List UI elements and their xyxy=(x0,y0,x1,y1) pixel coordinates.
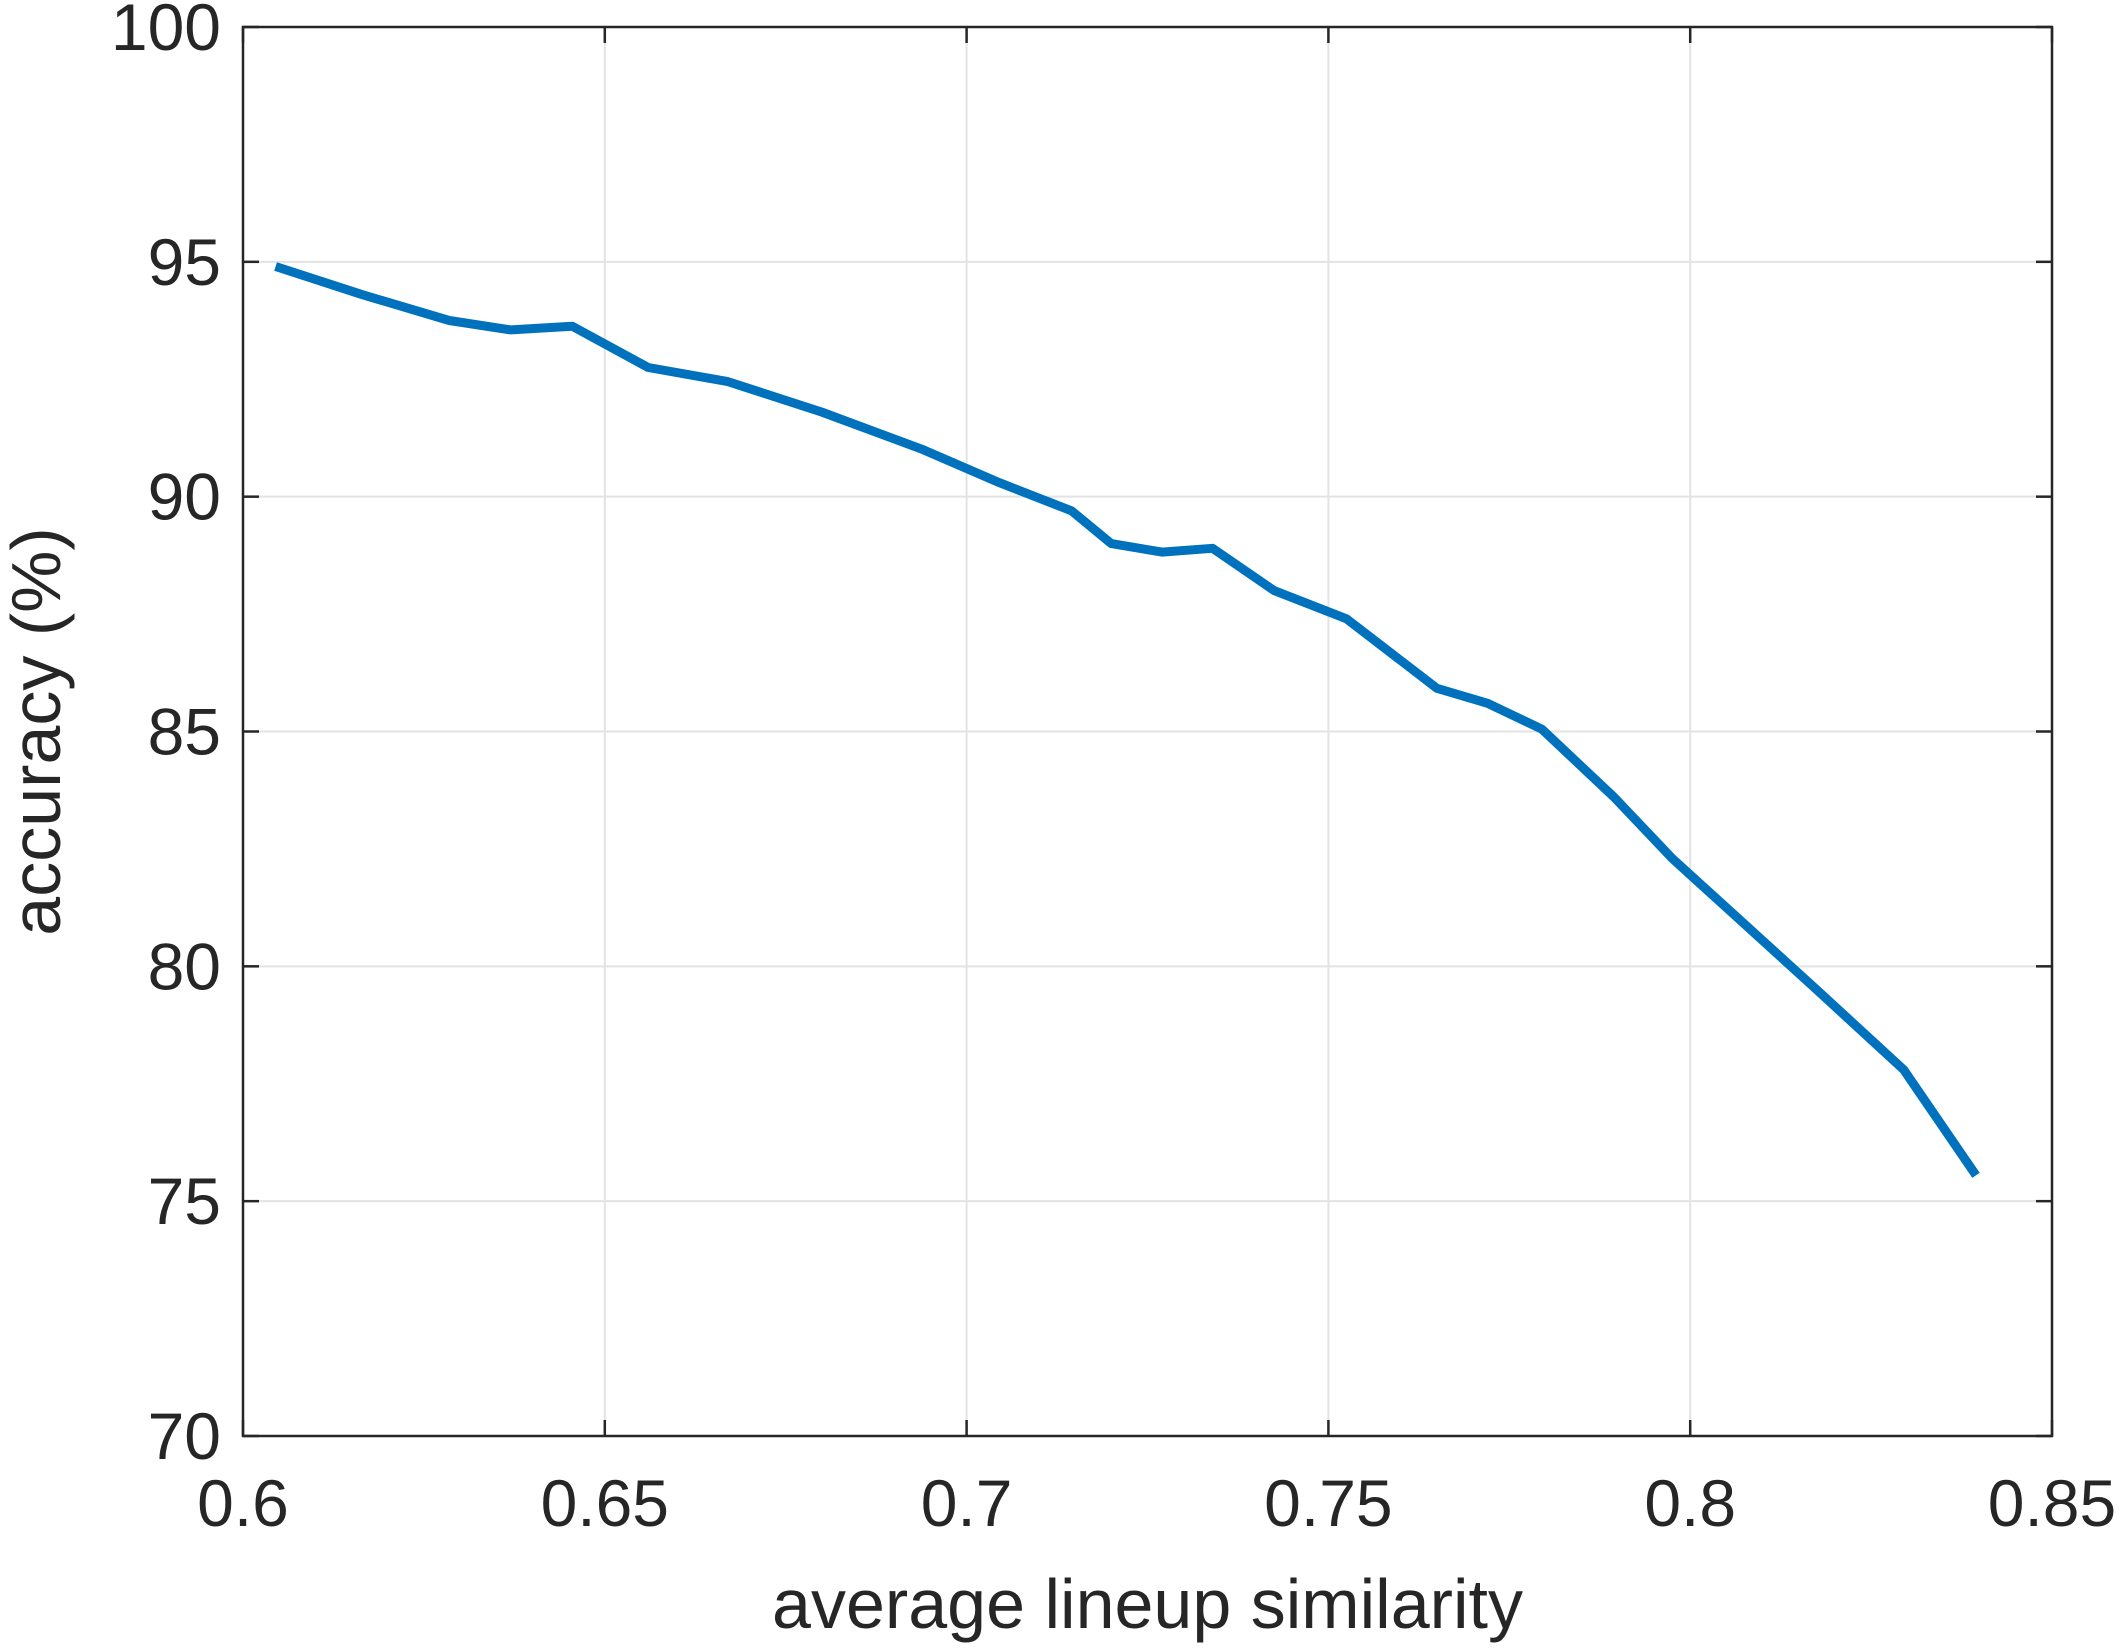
data-series xyxy=(274,262,1980,1178)
x-axis-label: average lineup similarity xyxy=(772,1565,1523,1643)
y-tick-label-1: 75 xyxy=(148,1164,221,1238)
y-tick-label-6: 100 xyxy=(111,0,221,64)
x-tick-label-0: 0.6 xyxy=(197,1466,289,1540)
x-tick-label-2: 0.7 xyxy=(921,1466,1013,1540)
y-axis-ticks: 70 75 80 85 90 95 100 xyxy=(111,0,2052,1473)
x-tick-label-3: 0.75 xyxy=(1264,1466,1392,1540)
y-tick-label-2: 80 xyxy=(148,929,221,1003)
x-tick-label-1: 0.65 xyxy=(541,1466,669,1540)
y-tick-label-3: 85 xyxy=(148,695,221,769)
y-tick-label-5: 95 xyxy=(148,225,221,299)
x-tick-label-4: 0.8 xyxy=(1644,1466,1736,1540)
x-axis-ticks: 0.6 0.65 0.7 0.75 0.8 0.85 xyxy=(197,27,2116,1540)
series-line-0 xyxy=(274,262,1980,1178)
y-tick-label-4: 90 xyxy=(148,460,221,534)
y-tick-label-0: 70 xyxy=(148,1399,221,1473)
x-tick-label-5: 0.85 xyxy=(1988,1466,2116,1540)
y-axis-label: accuracy (%) xyxy=(0,527,75,935)
